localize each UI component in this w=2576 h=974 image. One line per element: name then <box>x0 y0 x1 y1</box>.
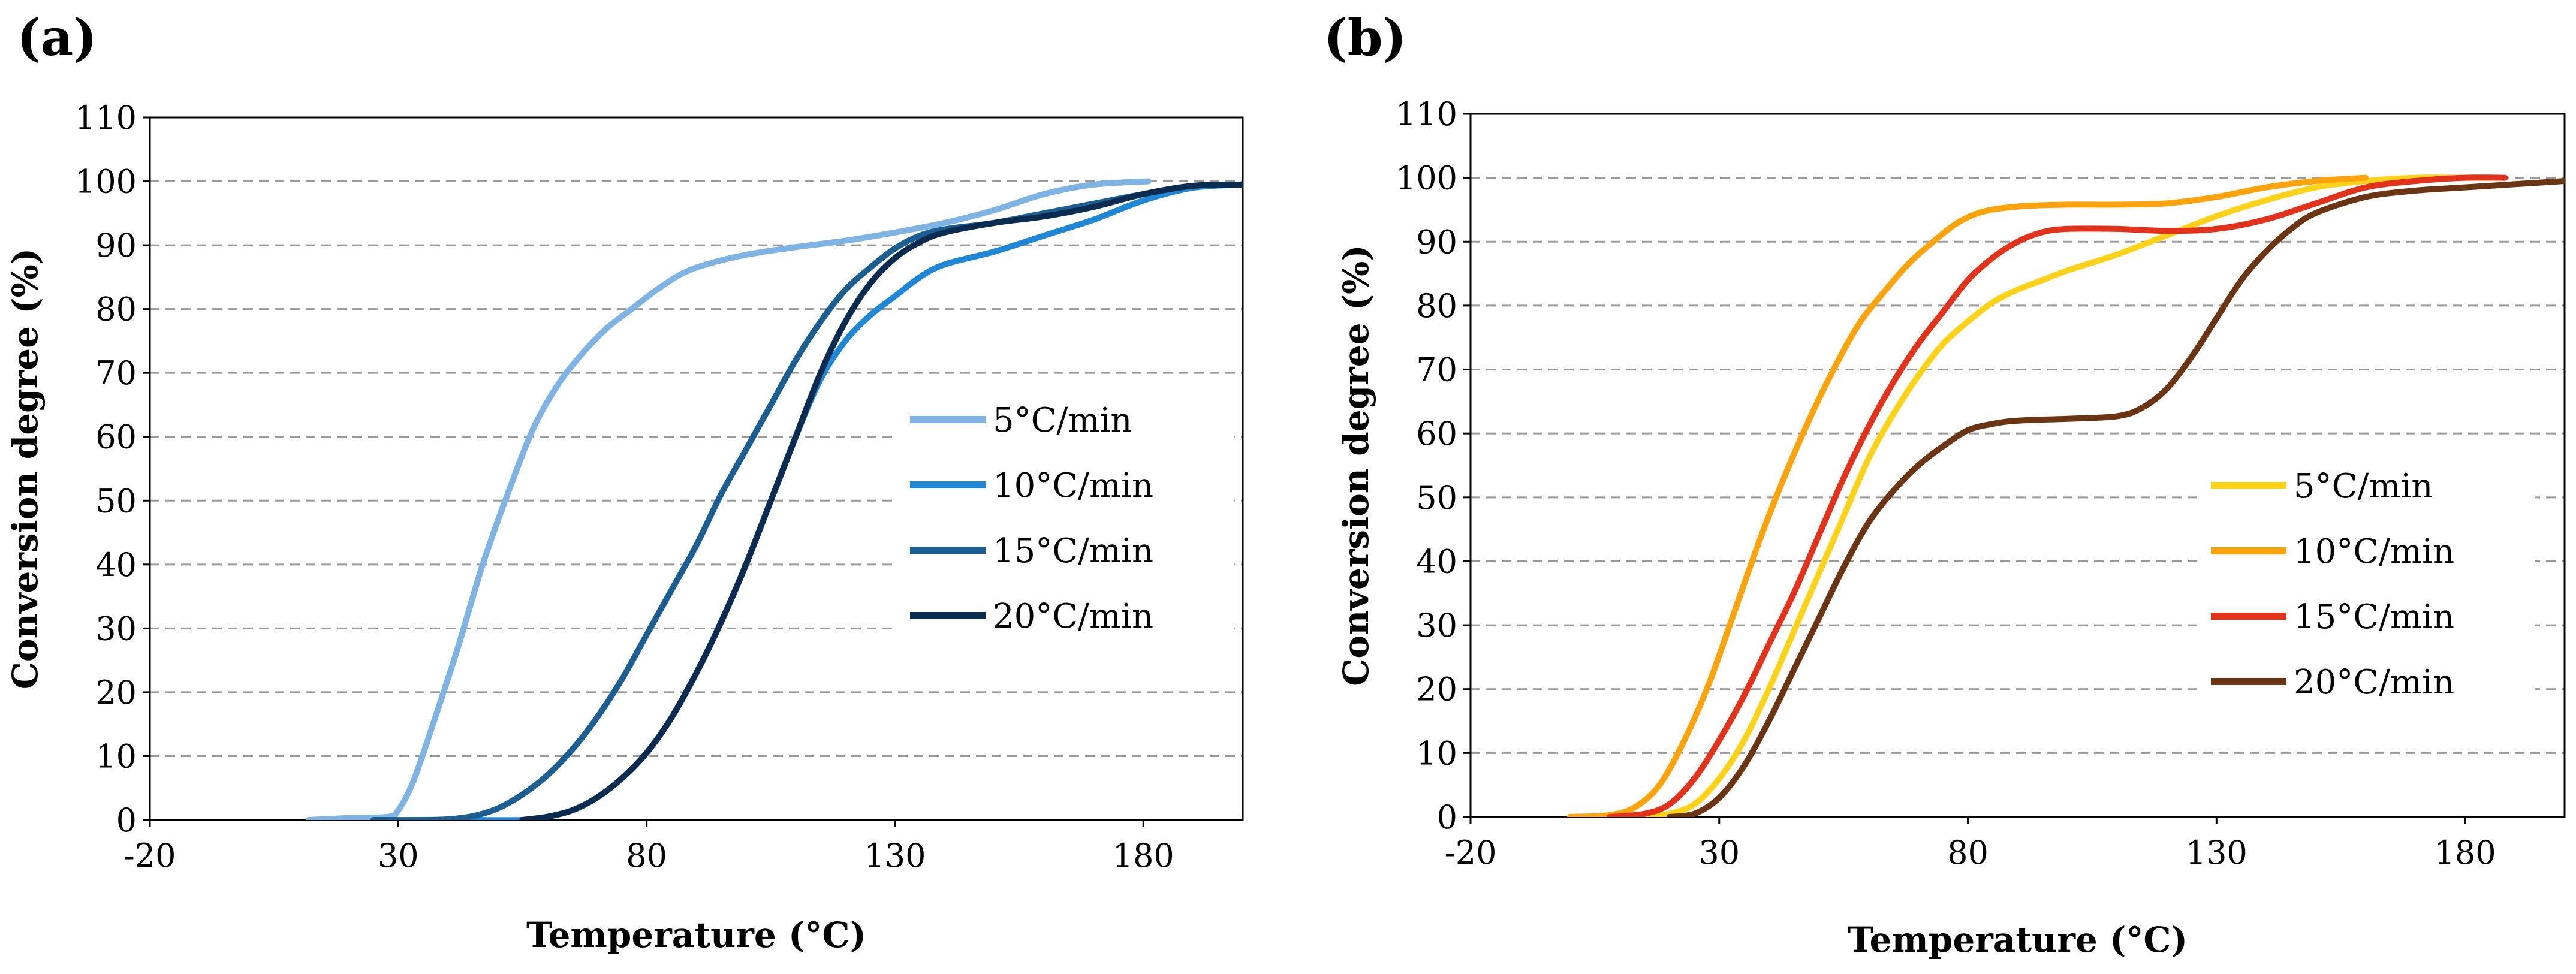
y-tick-label: 80 <box>1416 287 1457 325</box>
x-tick-label: -20 <box>1445 834 1497 872</box>
y-tick-label: 40 <box>95 546 137 584</box>
x-tick-label: 180 <box>1113 837 1174 875</box>
legend-label: 5°C/min <box>2294 467 2433 506</box>
y-tick-label: 100 <box>75 163 137 201</box>
legend-label: 10°C/min <box>993 466 1153 505</box>
x-tick-label: 80 <box>626 837 667 875</box>
x-tick-label: -20 <box>124 837 176 875</box>
legend-background <box>2199 453 2535 720</box>
series-line-20cmin <box>519 181 1243 820</box>
y-tick-label: 110 <box>1396 95 1457 133</box>
series-line-5cmin <box>306 178 1152 820</box>
series-line-10cmin <box>1566 174 2369 817</box>
y-tick-label: 30 <box>1416 607 1457 644</box>
series-line-5cmin <box>1641 174 2493 817</box>
y-tick-label: 70 <box>95 354 137 392</box>
legend-background <box>898 387 1234 654</box>
y-tick-label: 0 <box>116 801 137 839</box>
y-tick-label: 70 <box>1416 351 1457 389</box>
legend-label: 10°C/min <box>2294 532 2454 571</box>
y-tick-label: 90 <box>1416 223 1457 261</box>
y-tick-label: 40 <box>1416 542 1457 580</box>
panel-b-chart: (b) 0 10 20 30 40 50 60 70 80 90 100 110 -20 30 80 130 18… <box>1324 8 2566 960</box>
x-tick-label: 130 <box>864 837 926 875</box>
legend-label: 20°C/min <box>993 597 1153 636</box>
y-tick-label: 10 <box>95 737 137 775</box>
x-tick-label: 30 <box>378 837 419 875</box>
legend-label: 20°C/min <box>2294 663 2454 702</box>
x-tick-label: 30 <box>1698 834 1740 872</box>
legend-label: 15°C/min <box>993 532 1153 571</box>
y-tick-label: 110 <box>75 99 137 137</box>
y-tick-label: 50 <box>1416 479 1457 517</box>
y-tick-label: 0 <box>1437 798 1457 836</box>
y-tick-label: 20 <box>1416 671 1457 708</box>
y-tick-label: 10 <box>1416 734 1457 772</box>
y-axis-title: Conversion degree (%) <box>1336 245 1376 686</box>
x-tick-label: 130 <box>2186 834 2247 872</box>
panel-a-chart: (a) 0 10 20 30 40 50 60 70 80 90 100 110 -20 30 80 130 18… <box>5 8 1244 955</box>
panel-label: (a) <box>17 8 97 67</box>
series-line-15cmin <box>1607 174 2508 817</box>
series-group <box>1566 174 2565 817</box>
x-axis-title: Temperature (°C) <box>526 915 866 955</box>
y-tick-label: 80 <box>95 291 137 328</box>
y-tick-label: 60 <box>95 418 137 456</box>
y-tick-label: 60 <box>1416 415 1457 453</box>
y-tick-label: 90 <box>95 227 137 264</box>
series-line-20cmin <box>1666 178 2565 817</box>
x-tick-label: 80 <box>1947 834 1989 872</box>
x-axis-title: Temperature (°C) <box>1848 919 2188 960</box>
y-tick-label: 50 <box>95 482 137 520</box>
plot-area-border <box>1469 113 2566 818</box>
panel-label: (b) <box>1324 8 1406 67</box>
legend-label: 15°C/min <box>2294 598 2454 637</box>
series-group <box>306 178 1243 820</box>
y-tick-label: 100 <box>1396 159 1457 197</box>
y-tick-label: 30 <box>95 610 137 647</box>
x-tick-label: 180 <box>2435 834 2496 872</box>
y-tick-label: 20 <box>95 674 137 711</box>
y-axis-title: Conversion degree (%) <box>5 248 46 689</box>
legend-label: 5°C/min <box>993 401 1132 440</box>
plot-area-border <box>149 116 1244 821</box>
